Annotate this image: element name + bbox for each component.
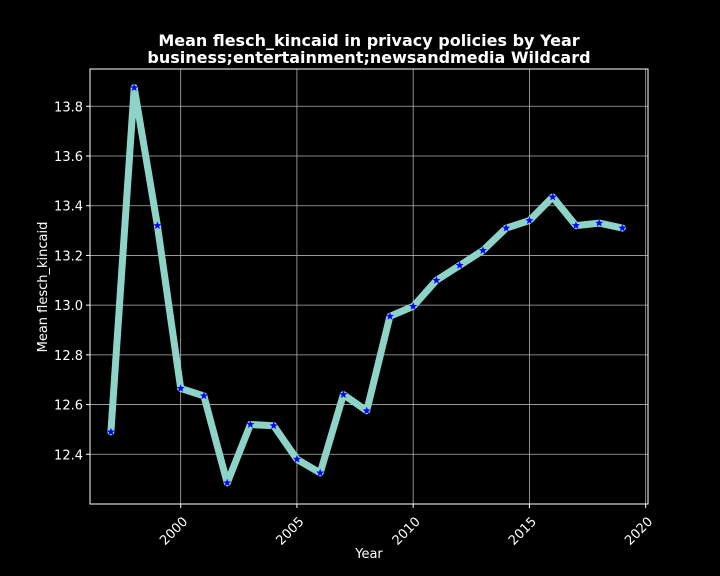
data-point-marker — [362, 406, 371, 415]
chart-subtitle: business;entertainment;newsandmedia Wild… — [147, 48, 590, 67]
data-point-marker — [502, 223, 511, 232]
data-point-marker — [618, 223, 627, 232]
y-tick-label: 13.2 — [54, 249, 83, 264]
data-point-marker — [409, 302, 418, 310]
data-point-marker — [199, 391, 208, 400]
y-axis-ticks: 12.4 12.6 12.8 13.0 13.2 13.4 13.6 13.8 — [54, 100, 90, 463]
data-point-marker — [292, 455, 301, 463]
data-point-marker — [571, 221, 580, 229]
y-tick-label: 13.4 — [54, 200, 83, 215]
grid — [90, 69, 648, 504]
y-tick-label: 12.8 — [54, 349, 83, 364]
chart-title: Mean flesch_kincaid in privacy policies … — [158, 31, 579, 50]
y-tick-label: 13.0 — [54, 299, 83, 314]
data-point-marker — [432, 276, 441, 284]
data-point-marker — [316, 468, 325, 477]
data-point-marker — [478, 246, 487, 254]
data-markers — [106, 83, 627, 487]
data-point-marker — [223, 478, 232, 487]
y-tick-label: 12.4 — [54, 448, 83, 463]
data-point-marker — [246, 420, 255, 428]
data-point-marker — [176, 384, 185, 392]
data-point-marker — [130, 83, 139, 92]
data-point-marker — [339, 390, 348, 399]
data-point-marker — [595, 218, 604, 227]
x-axis-label: Year — [354, 547, 383, 562]
data-point-marker — [106, 427, 115, 436]
data-point-marker — [548, 192, 557, 201]
data-point-marker — [525, 216, 534, 225]
data-point-marker — [269, 421, 278, 430]
y-tick-label: 12.6 — [54, 399, 83, 414]
data-point-marker — [455, 261, 464, 269]
y-tick-label: 13.8 — [54, 100, 83, 115]
plot-frame — [89, 68, 649, 505]
y-tick-label: 13.6 — [54, 150, 83, 165]
data-point-marker — [385, 312, 394, 320]
data-point-marker — [153, 221, 162, 229]
y-axis-label: Mean flesch_kincaid — [36, 222, 51, 353]
